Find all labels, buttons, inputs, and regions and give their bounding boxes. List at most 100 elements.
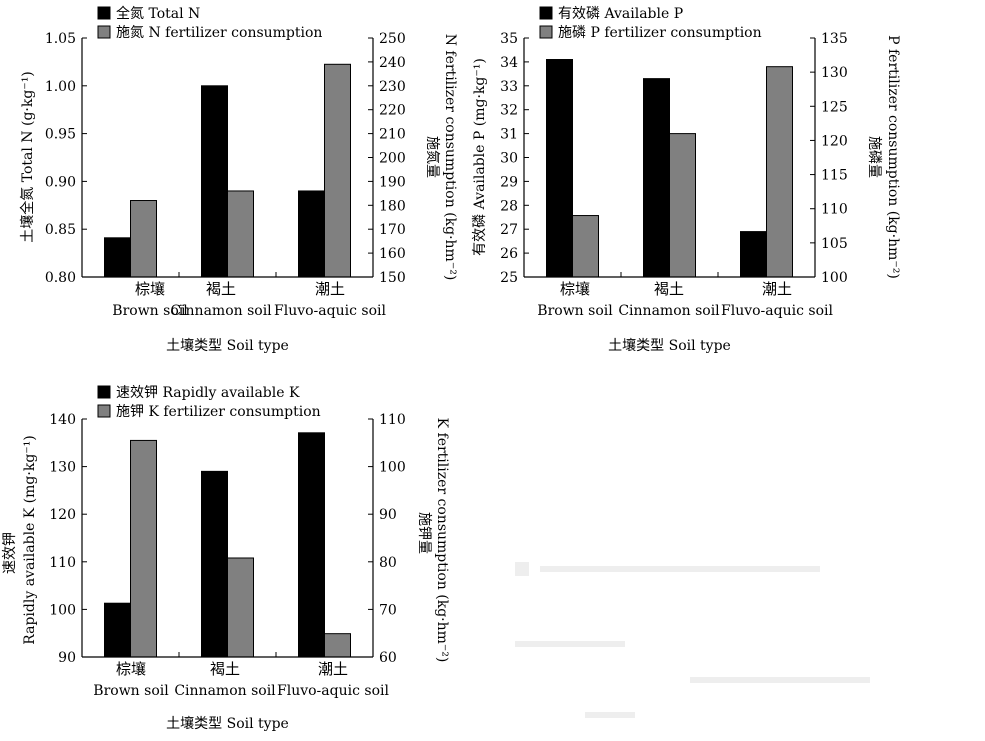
bar-fertilizer-0: [572, 215, 599, 278]
category-label-zh: 褐土: [654, 280, 684, 298]
left-tick-label: 34: [500, 55, 518, 71]
left-tick-label: 130: [49, 460, 76, 476]
category-label-en: Cinnamon soil: [170, 303, 272, 319]
legend: 速效钾 Rapidly available K 施钾 K fertilizer c…: [97, 385, 321, 420]
right-axis-title: P fertilizer consumption (kg·hm⁻²): [885, 35, 901, 279]
right-tick-label: 80: [379, 555, 397, 571]
left-tick-label: 0.80: [45, 270, 76, 286]
right-tick-label: 135: [821, 31, 848, 47]
category-label-zh: 潮土: [318, 660, 348, 678]
bar-measured-0: [104, 602, 131, 658]
legend-swatch-fertilizer: [97, 404, 111, 418]
right-tick-label: 190: [379, 174, 406, 190]
bar-measured-0: [546, 59, 573, 278]
left-tick-label: 110: [49, 555, 76, 571]
left-tick-label: 120: [49, 507, 76, 523]
category-label-zh: 棕壤: [116, 660, 146, 678]
legend-label-measured: 速效钾 Rapidly available K: [116, 385, 300, 401]
left-tick-label: 26: [500, 246, 518, 262]
bar-fertilizer-2: [324, 63, 351, 278]
x-axis-title: 土壤类型 Soil type: [166, 337, 289, 354]
right-tick-label: 100: [821, 270, 848, 286]
left-tick-label: 140: [49, 412, 76, 428]
right-tick-label: 240: [379, 55, 406, 71]
legend: 有效磷 Available P 施磷 P fertilizer consumpti…: [539, 6, 762, 41]
left-axis-title: 有效磷 Available P (mg·kg⁻¹): [472, 58, 488, 256]
right-tick-label: 200: [379, 151, 406, 167]
right-tick-label: 210: [379, 127, 406, 143]
category-label-zh: 棕壤: [560, 280, 590, 298]
x-axis-title: 土壤类型 Soil type: [166, 715, 289, 732]
chart-panel-n: 0.80 0.85 0.90 0.95 1.00 1.05 150 160 170 180 190 2…: [19, 5, 458, 354]
left-tick-label: 29: [500, 174, 518, 190]
legend-label-fertilizer: 施钾 K fertilizer consumption: [116, 404, 321, 420]
bar-fertilizer-2: [324, 633, 351, 658]
legend-label-fertilizer: 施氮 N fertilizer consumption: [116, 25, 322, 41]
left-tick-label: 1.05: [45, 31, 76, 47]
left-tick-label: 35: [500, 31, 518, 47]
right-tick-label: 90: [379, 507, 397, 523]
category-label-zh: 棕壤: [135, 280, 165, 298]
category-label-zh: 褐土: [210, 660, 240, 678]
category-label-en: Brown soil: [537, 303, 613, 319]
left-tick-label: 1.00: [45, 79, 76, 95]
right-axis-title: K fertilizer consumption (kg·hm⁻²): [434, 418, 450, 663]
right-tick-label: 160: [379, 246, 406, 262]
left-axis-title: Rapidly available K (mg·kg⁻¹): [22, 435, 38, 645]
category-label-zh: 褐土: [206, 280, 236, 298]
legend-label-fertilizer: 施磷 P fertilizer consumption: [558, 25, 762, 41]
left-axis-title: 速效钾: [2, 532, 18, 574]
left-tick-label: 0.95: [45, 127, 76, 143]
left-tick-label: 28: [500, 198, 518, 214]
legend-swatch-measured: [539, 6, 553, 20]
left-tick-label: 33: [500, 79, 518, 95]
bar-measured-1: [201, 85, 228, 278]
right-axis-title: N fertilizer consumption (kg·hm⁻²): [442, 34, 458, 281]
legend-swatch-fertilizer: [539, 25, 553, 39]
left-tick-label: 32: [500, 103, 518, 119]
category-label-en: Brown soil: [112, 303, 188, 319]
right-tick-label: 60: [379, 650, 397, 666]
chart-panel-p: 25 26 27 28 29 30 31 32 33 34 35 100 105 110 115 120 125…: [472, 6, 901, 354]
right-tick-label: 120: [821, 133, 848, 149]
right-tick-label: 70: [379, 602, 397, 618]
bar-fertilizer-1: [227, 190, 254, 278]
right-tick-label: 230: [379, 79, 406, 95]
left-tick-label: 30: [500, 151, 518, 167]
left-tick-label: 90: [58, 650, 76, 666]
bar-fertilizer-0: [130, 200, 157, 278]
bar-fertilizer-2: [766, 66, 793, 278]
right-tick-label: 180: [379, 198, 406, 214]
category-label-en: Cinnamon soil: [174, 683, 276, 699]
bar-measured-0: [104, 237, 131, 278]
left-tick-label: 27: [500, 222, 518, 238]
category-label-en: Brown soil: [93, 683, 169, 699]
bar-measured-1: [201, 470, 228, 658]
right-axis-title: 施磷量: [866, 136, 882, 178]
legend-swatch-fertilizer: [97, 25, 111, 39]
legend-label-measured: 有效磷 Available P: [558, 6, 683, 22]
legend-swatch-measured: [97, 6, 111, 20]
bar-fertilizer-1: [669, 133, 696, 278]
right-tick-label: 110: [379, 412, 406, 428]
right-tick-label: 100: [379, 460, 406, 476]
category-label-en: Fluvo-aquic soil: [274, 303, 386, 319]
left-tick-label: 0.85: [45, 222, 76, 238]
bar-measured-2: [298, 432, 325, 658]
bar-measured-1: [643, 78, 670, 278]
left-tick-label: 25: [500, 270, 518, 286]
right-tick-label: 250: [379, 31, 406, 47]
bar-measured-2: [740, 231, 767, 278]
category-label-zh: 潮土: [315, 280, 345, 298]
left-axis-title: 土壤全氮 Total N (g·kg⁻¹): [19, 71, 36, 243]
right-tick-label: 115: [821, 168, 848, 184]
right-tick-label: 130: [821, 65, 848, 81]
category-label-en: Fluvo-aquic soil: [277, 683, 389, 699]
category-label-en: Fluvo-aquic soil: [721, 303, 833, 319]
left-tick-label: 31: [500, 127, 518, 143]
bar-fertilizer-1: [227, 557, 254, 658]
bar-measured-2: [298, 190, 325, 278]
chart-panel-k: 90 100 110 120 130 140 60 70 80 90 100 110 棕壤 Brown s…: [2, 385, 450, 732]
legend-label-measured: 全氮 Total N: [116, 5, 200, 22]
